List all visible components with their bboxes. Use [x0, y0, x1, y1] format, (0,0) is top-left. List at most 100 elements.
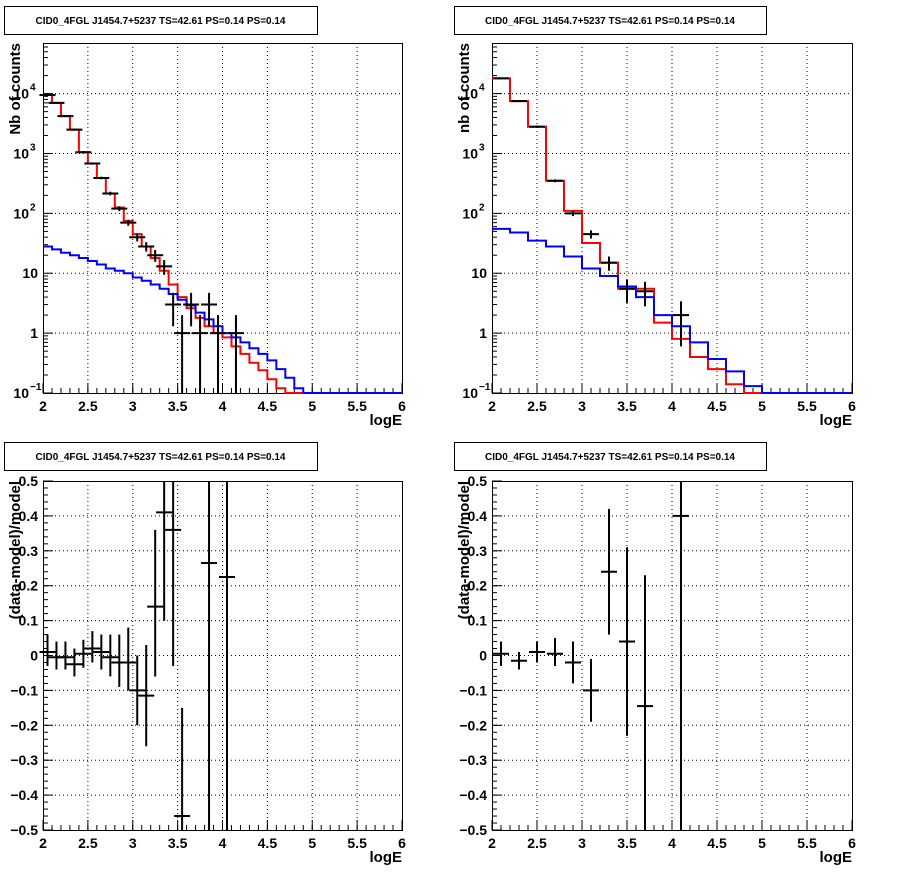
- chart-title: CID0_4FGL J1454.7+5237 TS=42.61 PS=0.14 …: [485, 16, 735, 27]
- x-tick-label: 3.5: [617, 398, 637, 414]
- data-point: [511, 652, 527, 670]
- x-tick-label: 3: [129, 835, 137, 851]
- data-point: [129, 655, 146, 726]
- data-point: [174, 315, 191, 393]
- data-point: [75, 151, 92, 154]
- y-tick-label: 0.4: [468, 508, 488, 524]
- x-tick-label: 5: [758, 398, 766, 414]
- y-tick-label: 0.1: [19, 613, 39, 629]
- x-tick-label: 3: [129, 398, 137, 414]
- data-point: [129, 233, 146, 242]
- data-point: [93, 634, 110, 670]
- x-tick-label: 2: [39, 398, 47, 414]
- y-tick-label: −0.2: [459, 717, 487, 733]
- chart-panel-1: CID0_4FGL J1454.7+5237 TS=42.61 PS=0.14 …: [4, 6, 406, 429]
- x-tick-label: 3.5: [168, 398, 188, 414]
- x-tick-label: 4: [668, 398, 676, 414]
- y-tick-label: 10: [471, 265, 487, 281]
- data-point: [601, 256, 617, 271]
- data-point: [529, 641, 545, 663]
- x-tick-label: 5.5: [797, 835, 817, 851]
- y-tick-label: −0.4: [10, 787, 38, 803]
- chart-title-box: [4, 6, 318, 35]
- y-tick-label: 10: [13, 145, 29, 161]
- x-tick-label: 5: [308, 835, 316, 851]
- data-point: [637, 575, 653, 830]
- y-tick-label: 1: [479, 325, 487, 341]
- x-tick-label: 5.5: [797, 398, 817, 414]
- chart-title: CID0_4FGL J1454.7+5237 TS=42.61 PS=0.14 …: [36, 16, 286, 27]
- y-tick-exponent: 2: [479, 202, 485, 213]
- x-tick-label: 2: [39, 835, 47, 851]
- data-point: [84, 631, 101, 663]
- data-point: [192, 315, 209, 393]
- x-tick-label: 2: [488, 398, 496, 414]
- x-tick-label: 2: [488, 835, 496, 851]
- data-point: [511, 100, 527, 103]
- x-tick-label: 3.5: [168, 835, 188, 851]
- x-tick-label: 6: [848, 835, 856, 851]
- x-tick-label: 4.5: [258, 835, 278, 851]
- data-point: [138, 645, 155, 747]
- y-axis-label: (data-model)/model: [7, 481, 24, 619]
- y-tick-label: 10: [462, 385, 478, 401]
- data-point: [201, 481, 218, 830]
- y-tick-label: 10: [462, 86, 478, 102]
- data-point: [120, 627, 137, 691]
- x-tick-label: 2.5: [527, 835, 547, 851]
- data-point: [637, 281, 653, 307]
- y-tick-label: −0.5: [10, 822, 38, 838]
- x-tick-label: 6: [398, 835, 406, 851]
- data-point: [165, 292, 182, 327]
- x-tick-label: 6: [848, 398, 856, 414]
- data-point: [111, 206, 128, 212]
- data-point: [174, 707, 191, 830]
- x-axis-label: logE: [820, 412, 853, 429]
- data-point: [673, 301, 689, 347]
- data-point: [227, 315, 244, 393]
- y-tick-label: 10: [13, 86, 29, 102]
- y-tick-label: 10: [462, 145, 478, 161]
- chart-title-box: [454, 442, 767, 471]
- data-point: [547, 179, 563, 183]
- y-tick-label: 0.2: [468, 578, 488, 594]
- y-axis-label: Nb of counts: [7, 43, 24, 135]
- data-point: [619, 279, 635, 303]
- x-axis-label: logE: [370, 849, 403, 866]
- y-tick-label: 10: [13, 385, 29, 401]
- data-point: [84, 162, 101, 165]
- data-point: [147, 529, 164, 677]
- data-point: [102, 634, 119, 677]
- x-tick-label: 2.5: [527, 398, 547, 414]
- y-tick-exponent: 4: [479, 83, 485, 94]
- chart-panel-2: CID0_4FGL J1454.7+5237 TS=42.61 PS=0.14 …: [454, 6, 856, 429]
- x-tick-label: 5: [308, 398, 316, 414]
- data-point: [493, 77, 509, 80]
- data-point: [210, 315, 227, 393]
- data-point: [601, 508, 617, 635]
- y-tick-exponent: 2: [30, 202, 36, 213]
- data-point: [57, 115, 74, 118]
- chart-panel-4: CID0_4FGL J1454.7+5237 TS=42.61 PS=0.14 …: [454, 442, 856, 866]
- x-tick-label: 4.5: [258, 398, 278, 414]
- x-tick-label: 5: [758, 835, 766, 851]
- chart-panel-3: CID0_4FGL J1454.7+5237 TS=42.61 PS=0.14 …: [4, 442, 406, 866]
- y-tick-label: −0.5: [459, 822, 487, 838]
- data-point: [39, 634, 56, 666]
- y-tick-exponent: 3: [479, 142, 485, 153]
- data-point: [619, 547, 635, 736]
- y-tick-label: 0.5: [19, 473, 39, 489]
- x-tick-label: 5.5: [347, 398, 367, 414]
- y-tick-exponent: −1: [479, 382, 491, 393]
- x-axis-label: logE: [820, 849, 853, 866]
- y-axis-label: (data-model)/model: [456, 481, 473, 619]
- y-tick-label: −0.4: [459, 787, 487, 803]
- data-point: [48, 101, 65, 104]
- y-tick-label: 0: [30, 648, 38, 664]
- y-tick-label: 10: [462, 205, 478, 221]
- data-point: [673, 481, 689, 830]
- data-point: [165, 481, 182, 666]
- data-point: [57, 641, 74, 670]
- data-point: [39, 93, 56, 96]
